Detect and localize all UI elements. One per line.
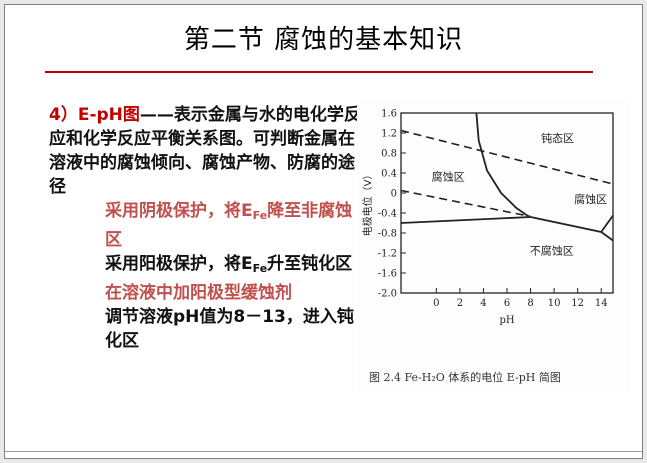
figure-caption: 图 2.4 Fe-H₂O 体系的电位 E-pH 简图: [369, 371, 561, 384]
item1-pre: 采用阴极保护，将E: [105, 201, 253, 221]
item2-pre: 采用阳极保护，将E: [105, 254, 253, 274]
solid-boundary-line: [600, 214, 614, 233]
dashed-boundary-line: [400, 189, 531, 218]
slide-title: 第二节 腐蚀的基本知识: [183, 25, 464, 55]
y-tick-label: -1.2: [378, 249, 397, 260]
item2-subscript: Fe: [252, 262, 268, 275]
region-label: 腐蚀区: [432, 170, 465, 184]
inhibitor-item: 在溶液中加阳极型缓蚀剂: [105, 283, 292, 303]
item1-subscript: Fe: [252, 209, 268, 222]
y-tick-label: -2.0: [378, 289, 397, 300]
item1-post: 降至非腐蚀区: [105, 201, 353, 250]
cathodic-protection-item: 采用阴极保护，将EFe降至非腐蚀区: [49, 199, 361, 252]
region-label: 钝态区: [541, 131, 574, 145]
x-tick-label: 4: [480, 298, 486, 309]
slide: 第二节 腐蚀的基本知识 4）E-pH图——表示金属与水的电化学反应和化学反应平衡…: [4, 4, 643, 459]
anodic-protection-item: 采用阳极保护，将EFe升至钝化区: [49, 252, 361, 281]
item2-post: 升至钝化区: [267, 254, 353, 274]
y-tick-label: -0.4: [378, 209, 397, 220]
y-tick-label: 1.6: [381, 109, 397, 120]
x-axis-label: pH: [499, 315, 514, 326]
intro-text: 表示金属与水的电化学反应和化学反应平衡关系图。可判断金属在溶液中的腐蚀倾向、腐蚀…: [49, 105, 361, 197]
region-label: 腐蚀区: [574, 192, 607, 206]
y-tick-label: 0.8: [381, 149, 397, 160]
e-ph-diagram: 1.6 1.2 0.8 0.4 0 -0.4 -0.8 -1.2 -1.6 -2.0 0 2 4 6 8 10…: [357, 101, 629, 393]
x-tick-label: 10: [548, 298, 561, 309]
y-tick-label: 0: [391, 189, 397, 200]
x-tick-label: 2: [457, 298, 463, 309]
title-underline: [45, 71, 593, 73]
heading-dash: ——: [139, 105, 174, 125]
solid-boundary-line: [400, 216, 531, 224]
x-tick-label: 14: [595, 298, 608, 309]
solid-boundary-line: [530, 216, 614, 242]
y-tick-label: -1.6: [378, 269, 397, 280]
x-tick-label: 0: [433, 298, 439, 309]
solid-boundary-line: [475, 112, 530, 218]
y-tick-label: -0.8: [378, 229, 397, 240]
y-tick-label: 1.2: [381, 129, 397, 140]
dashed-boundary-line: [400, 129, 614, 185]
region-label: 不腐蚀区: [530, 244, 574, 258]
y-tick-label: 0.4: [381, 169, 397, 180]
section-heading: 4）E-pH图: [49, 105, 140, 125]
ph-adjust-item: 调节溶液pH值为8－13，进入钝化区: [105, 307, 354, 351]
x-tick-label: 12: [571, 298, 584, 309]
body-text: 4）E-pH图——表示金属与水的电化学反应和化学反应平衡关系图。可判断金属在溶液…: [49, 103, 361, 353]
e-ph-chart: 1.6 1.2 0.8 0.4 0 -0.4 -0.8 -1.2 -1.6 -2.0 0 2 4 6 8 10…: [361, 109, 614, 326]
x-tick-label: 8: [527, 298, 533, 309]
y-axis-label: 电极电位（V）: [361, 170, 374, 237]
x-tick-label: 6: [504, 298, 510, 309]
footer-rule: [5, 451, 642, 452]
intro-paragraph: 4）E-pH图——表示金属与水的电化学反应和化学反应平衡关系图。可判断金属在溶液…: [49, 103, 361, 199]
